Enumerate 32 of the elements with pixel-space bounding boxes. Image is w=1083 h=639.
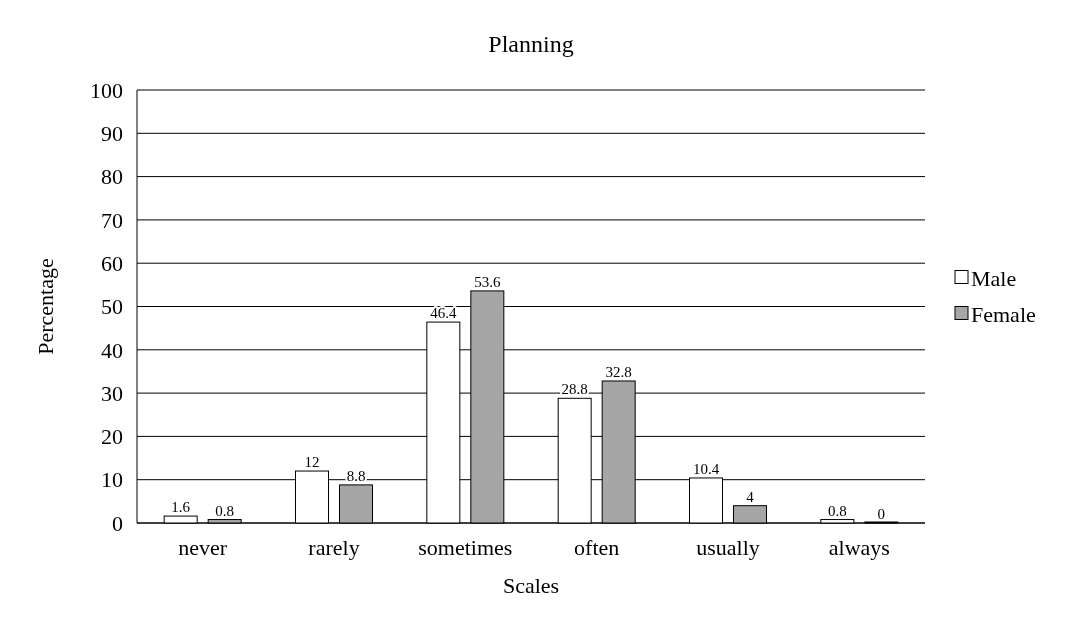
y-tick-label: 10 (101, 467, 123, 493)
y-tick-label: 100 (90, 77, 123, 103)
chart-title: Planning (488, 31, 574, 57)
legend-label: Female (971, 302, 1036, 328)
y-tick-label: 80 (101, 164, 123, 190)
y-axis-title: Percentage (33, 258, 58, 355)
x-tick-label: usually (696, 535, 760, 560)
y-tick-label: 30 (101, 380, 123, 406)
data-label: 0.8 (215, 502, 235, 519)
y-tick-label: 50 (101, 294, 123, 320)
x-tick-label: rarely (308, 535, 360, 560)
y-tick-label: 40 (101, 337, 123, 363)
data-label: 1.6 (171, 499, 191, 516)
y-tick-label: 70 (101, 207, 123, 233)
x-tick-label: sometimes (418, 535, 513, 560)
y-tick-label: 60 (101, 250, 123, 276)
y-tick-label: 20 (101, 424, 123, 450)
data-label: 32.8 (605, 363, 632, 380)
data-label: 53.6 (474, 273, 501, 290)
legend-label: Male (971, 266, 1017, 292)
x-tick-label: always (828, 535, 890, 560)
data-label: 12 (304, 454, 320, 471)
data-label: 10.4 (692, 460, 720, 477)
data-label: 0.8 (827, 502, 847, 519)
x-axis-title: Scales (502, 573, 560, 598)
data-label: 0 (877, 506, 886, 522)
y-tick-label: 90 (101, 121, 123, 146)
data-label: 4 (746, 488, 755, 505)
x-tick-label: often (574, 535, 620, 560)
y-tick-label: 0 (112, 510, 123, 536)
x-tick-label: never (178, 535, 228, 560)
data-label: 46.4 (430, 305, 457, 322)
